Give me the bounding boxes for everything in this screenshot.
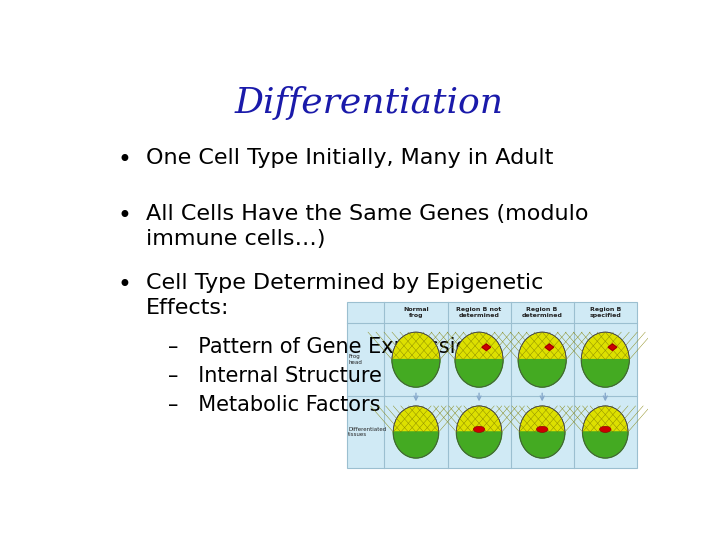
Text: Region B
determined: Region B determined (522, 307, 562, 318)
Ellipse shape (536, 426, 548, 433)
Ellipse shape (581, 332, 629, 387)
Ellipse shape (455, 332, 503, 387)
Ellipse shape (393, 406, 438, 458)
Text: One Cell Type Initially, Many in Adult: One Cell Type Initially, Many in Adult (145, 148, 553, 168)
Text: Cell Type Determined by Epigenetic
Effects:: Cell Type Determined by Epigenetic Effec… (145, 273, 543, 318)
Text: Region B not
determined: Region B not determined (456, 307, 502, 318)
Ellipse shape (392, 332, 440, 387)
Text: Normal
frog: Normal frog (403, 307, 429, 318)
Polygon shape (393, 432, 438, 458)
Polygon shape (545, 344, 554, 350)
Text: Region B
specified: Region B specified (590, 307, 621, 318)
Polygon shape (518, 360, 566, 387)
Text: –   Internal Structure: – Internal Structure (168, 366, 382, 386)
Polygon shape (456, 432, 502, 458)
Text: Differentiated
tissues: Differentiated tissues (348, 427, 387, 437)
Ellipse shape (473, 426, 485, 433)
Text: •: • (118, 204, 132, 228)
Ellipse shape (518, 332, 566, 387)
Text: •: • (118, 148, 132, 172)
Ellipse shape (582, 406, 628, 458)
Ellipse shape (519, 406, 565, 458)
Text: Differentiation: Differentiation (235, 85, 503, 119)
Polygon shape (482, 344, 490, 350)
Text: Frog
head: Frog head (348, 354, 362, 365)
Bar (347, 302, 637, 468)
Text: •: • (118, 273, 132, 296)
Polygon shape (608, 344, 617, 350)
Text: All Cells Have the Same Genes (modulo
immune cells…): All Cells Have the Same Genes (modulo im… (145, 204, 588, 249)
Ellipse shape (600, 426, 611, 433)
Polygon shape (455, 360, 503, 387)
Polygon shape (519, 432, 565, 458)
PathPatch shape (6, 488, 46, 535)
Polygon shape (581, 360, 629, 387)
Polygon shape (582, 432, 628, 458)
Polygon shape (392, 360, 440, 387)
Ellipse shape (456, 406, 502, 458)
Text: –   Metabolic Factors: – Metabolic Factors (168, 395, 381, 415)
Text: –   Pattern of Gene Expression: – Pattern of Gene Expression (168, 337, 482, 357)
